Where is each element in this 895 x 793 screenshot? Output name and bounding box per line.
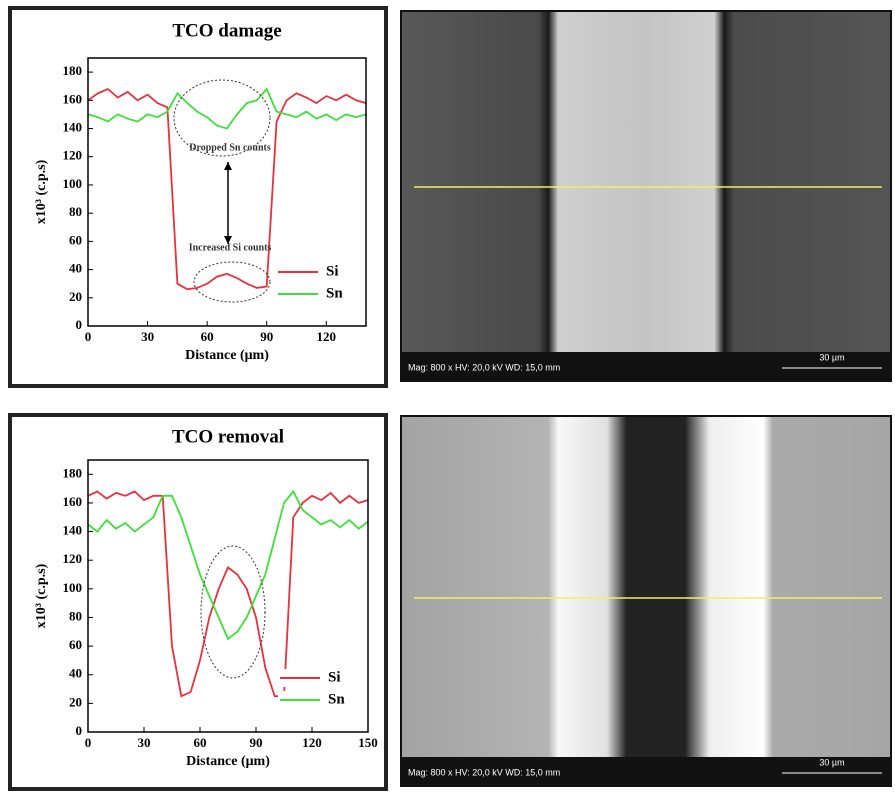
legend-label: Si — [326, 263, 339, 279]
data-line — [87, 87, 367, 130]
x-tick-label: 60 — [194, 735, 207, 750]
highlight-ellipse — [193, 261, 271, 303]
legend-label: Si — [328, 669, 341, 685]
plot-frame — [87, 459, 369, 733]
y-tick-label: 120 — [63, 148, 83, 163]
panel-frame — [8, 6, 388, 388]
sem-image: Mag: 800 x HV: 20,0 kV WD: 15,0 mm 30 µm — [400, 10, 892, 382]
highlight-ellipse — [173, 79, 271, 157]
sem-image: Mag: 800 x HV: 20,0 kV WD: 15,0 mm 30 µm — [400, 415, 892, 787]
x-tick-label: 90 — [250, 735, 263, 750]
y-tick-label: 20 — [69, 289, 82, 304]
legend-bg — [276, 263, 362, 281]
y-tick-label: 80 — [69, 608, 82, 623]
legend-bg — [278, 669, 364, 687]
y-tick-label: 140 — [63, 523, 83, 538]
panel-frame — [8, 413, 388, 791]
y-tick-label: 0 — [76, 317, 83, 332]
y-tick-label: 100 — [63, 580, 83, 595]
x-tick-label: 0 — [85, 735, 92, 750]
x-tick-label: 60 — [201, 329, 214, 344]
x-axis-label: Distance (μm) — [186, 754, 270, 769]
y-tick-label: 40 — [69, 261, 82, 276]
sem-caption: Mag: 800 x HV: 20,0 kV WD: 15,0 mm — [408, 362, 560, 372]
data-line — [87, 490, 369, 698]
y-tick-label: 100 — [63, 176, 83, 191]
x-tick-label: 30 — [138, 735, 151, 750]
y-tick-label: 60 — [69, 232, 82, 247]
y-tick-label: 0 — [76, 723, 83, 738]
x-axis-label: Distance (μm) — [185, 348, 269, 363]
data-line — [87, 87, 367, 291]
legend-bg — [276, 285, 362, 303]
annotation: Increased Si counts — [189, 242, 272, 253]
x-tick-label: 30 — [141, 329, 154, 344]
data-line — [87, 489, 369, 641]
y-tick-label: 160 — [63, 494, 83, 509]
highlight-ellipse — [200, 545, 266, 679]
y-tick-label: 140 — [63, 120, 83, 135]
sem-caption: Mag: 800 x HV: 20,0 kV WD: 15,0 mm — [408, 767, 560, 777]
y-tick-label: 20 — [69, 694, 82, 709]
plot-frame — [87, 57, 367, 327]
scale-bar-label: 30 µm — [819, 352, 844, 362]
y-tick-label: 180 — [63, 63, 83, 78]
y-axis-label: x10³ (c.p.s) — [34, 563, 49, 628]
legend-label: Sn — [328, 691, 345, 707]
x-tick-label: 120 — [302, 735, 322, 750]
legend-bg — [278, 691, 364, 709]
x-tick-label: 0 — [85, 329, 92, 344]
x-tick-label: 90 — [260, 329, 273, 344]
chart-title: TCO damage — [172, 20, 281, 41]
x-tick-label: 150 — [358, 735, 378, 750]
y-tick-label: 40 — [69, 666, 82, 681]
y-tick-label: 120 — [63, 551, 83, 566]
scale-bar-label: 30 µm — [819, 757, 844, 767]
y-tick-label: 180 — [63, 465, 83, 480]
y-axis-label: x10³ (c.p.s) — [34, 159, 49, 224]
y-tick-label: 160 — [63, 91, 83, 106]
legend-label: Sn — [326, 285, 343, 301]
x-tick-label: 120 — [317, 329, 337, 344]
y-tick-label: 60 — [69, 637, 82, 652]
chart-title: TCO removal — [172, 426, 284, 447]
y-tick-label: 80 — [69, 204, 82, 219]
annotation: Dropped Sn counts — [189, 142, 271, 153]
